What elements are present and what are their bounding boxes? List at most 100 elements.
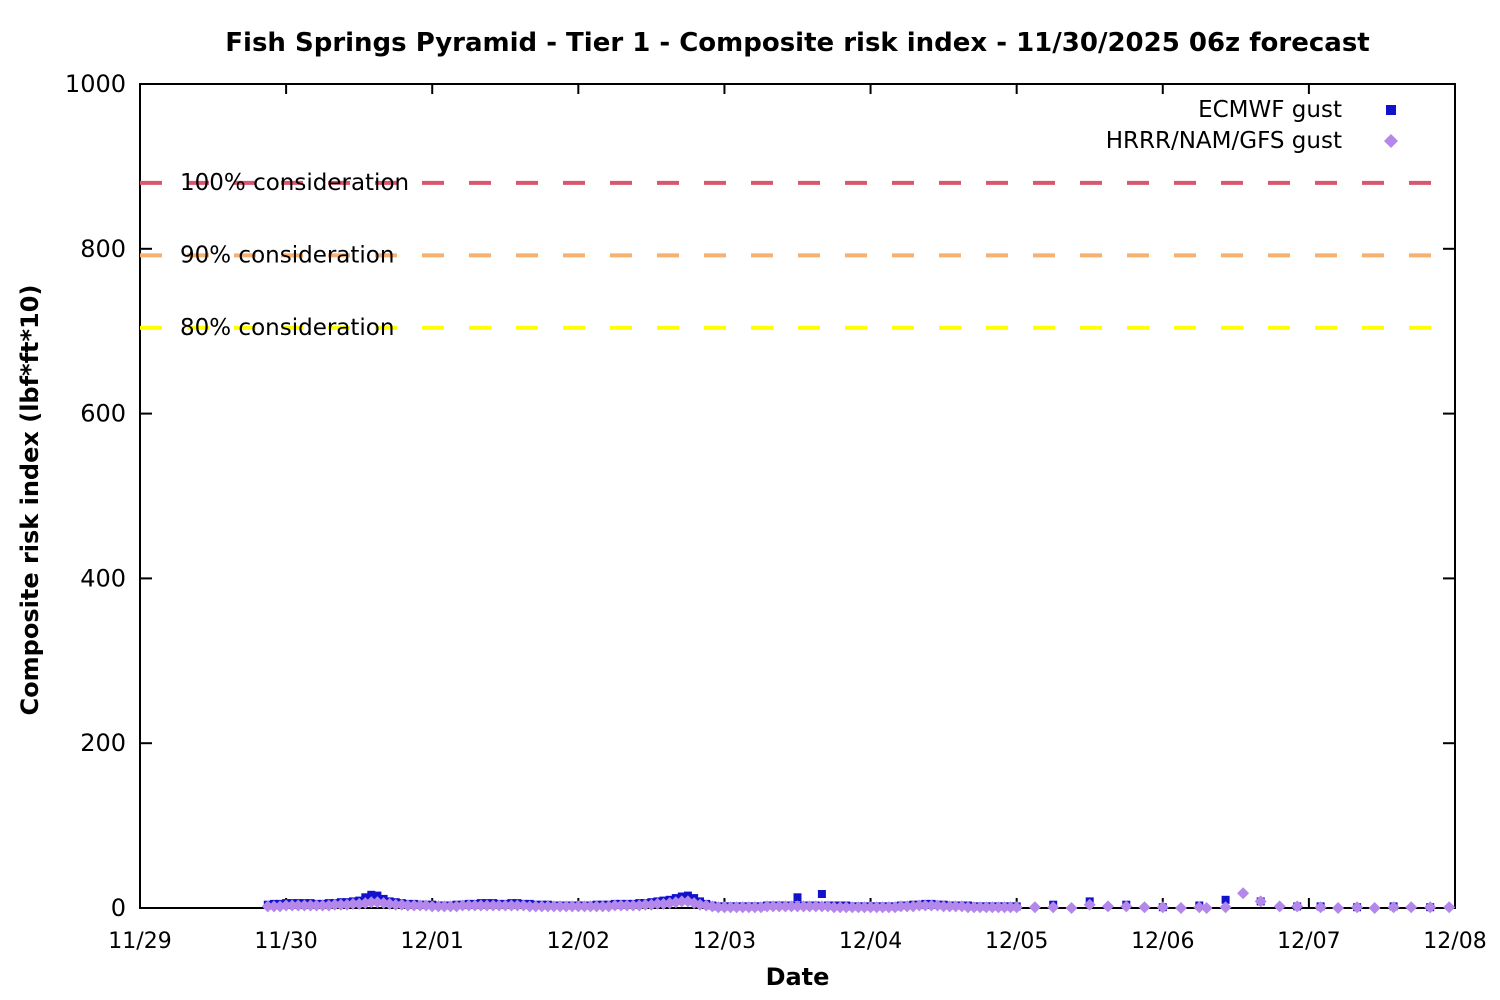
hrrr-point xyxy=(334,898,347,911)
hrrr-point xyxy=(347,897,359,910)
hrrr-point xyxy=(882,901,895,914)
hrrr-point xyxy=(913,899,926,912)
hrrr-point xyxy=(1237,887,1250,900)
x-tick-label: 11/30 xyxy=(254,929,317,954)
hrrr-point xyxy=(1332,902,1345,914)
hrrr-point xyxy=(773,900,786,913)
hrrr-point xyxy=(627,899,640,912)
hrrr-point xyxy=(280,899,293,912)
hrrr-point xyxy=(462,899,475,912)
hrrr-point xyxy=(481,899,493,912)
hrrr-point xyxy=(986,901,999,914)
hrrr-point xyxy=(408,899,420,912)
ecmwf-point xyxy=(817,890,826,898)
series-hrrr xyxy=(261,887,1456,914)
y-tick-label: 1000 xyxy=(65,70,126,98)
hrrr-point xyxy=(511,899,524,912)
y-tick-label: 600 xyxy=(80,400,126,428)
hrrr-point xyxy=(937,900,950,913)
hrrr-point xyxy=(876,901,889,914)
hrrr-point xyxy=(444,900,457,913)
hrrr-point xyxy=(499,899,512,912)
hrrr-point xyxy=(365,896,378,909)
hrrr-point xyxy=(389,898,402,911)
hrrr-point xyxy=(858,901,871,914)
hrrr-point xyxy=(1102,900,1114,913)
ecmwf-point xyxy=(1221,895,1230,904)
hrrr-point xyxy=(1219,901,1232,914)
hrrr-point xyxy=(718,901,731,914)
hrrr-point xyxy=(535,900,548,913)
hrrr-point xyxy=(846,901,859,914)
hrrr-point xyxy=(767,900,780,913)
hrrr-point xyxy=(426,900,439,913)
hrrr-point xyxy=(974,901,987,914)
x-axis-title: Date xyxy=(765,963,830,991)
legend-label: HRRR/NAM/GFS gust xyxy=(1106,128,1342,154)
hrrr-point xyxy=(1443,901,1456,914)
hrrr-point xyxy=(298,899,311,912)
hrrr-point xyxy=(584,900,597,913)
hrrr-point xyxy=(621,899,633,912)
hrrr-point xyxy=(639,898,652,911)
hrrr-point xyxy=(316,899,329,912)
hrrr-point xyxy=(474,899,487,912)
hrrr-point xyxy=(901,900,914,913)
hrrr-point xyxy=(1405,901,1418,914)
hrrr-point xyxy=(1120,900,1133,913)
hrrr-point xyxy=(310,899,323,912)
hrrr-point xyxy=(1351,901,1364,914)
x-tick-label: 12/07 xyxy=(1277,929,1340,954)
hrrr-point xyxy=(261,900,274,913)
x-tick-label: 12/06 xyxy=(1131,929,1194,954)
hrrr-point xyxy=(785,900,798,913)
hrrr-point xyxy=(590,900,603,913)
hrrr-point xyxy=(1138,901,1151,914)
hrrr-point xyxy=(675,895,688,908)
hrrr-point xyxy=(1254,895,1267,908)
threshold-label: 80% consideration xyxy=(180,315,394,341)
x-tick-label: 12/03 xyxy=(693,929,756,954)
x-tick-label: 12/02 xyxy=(547,929,610,954)
ecmwf-point xyxy=(367,890,376,899)
hrrr-point xyxy=(1193,901,1206,914)
y-tick-label: 200 xyxy=(80,729,126,757)
hrrr-point xyxy=(608,899,621,912)
threshold-lines: 100% consideration 90% consideration 80% c… xyxy=(140,170,1445,341)
hrrr-point xyxy=(328,898,341,911)
hrrr-point xyxy=(791,900,804,913)
hrrr-point xyxy=(828,901,840,914)
hrrr-point xyxy=(736,901,749,914)
hrrr-point xyxy=(949,900,962,913)
x-tick-label: 12/08 xyxy=(1423,929,1486,954)
hrrr-point xyxy=(1314,901,1327,914)
hrrr-point xyxy=(803,900,816,913)
hrrr-point xyxy=(748,901,761,914)
legend: ECMWF gust HRRR/NAM/GFS gust xyxy=(1106,97,1398,154)
hrrr-point xyxy=(864,901,877,914)
hrrr-point xyxy=(809,900,822,913)
hrrr-point xyxy=(547,900,560,913)
hrrr-point xyxy=(401,899,414,912)
hrrr-point xyxy=(968,901,980,914)
hrrr-point xyxy=(292,899,305,912)
y-tick-label: 0 xyxy=(111,894,126,922)
hrrr-point xyxy=(1083,898,1096,911)
threshold-label: 90% consideration xyxy=(180,242,394,268)
ecmwf-point xyxy=(793,893,802,902)
chart-title: Fish Springs Pyramid - Tier 1 - Composit… xyxy=(225,28,1370,58)
hrrr-point xyxy=(456,899,469,912)
x-tick-label: 12/05 xyxy=(985,929,1048,954)
y-tick-label: 400 xyxy=(80,564,126,592)
hrrr-point xyxy=(1387,901,1400,914)
hrrr-point xyxy=(730,901,743,914)
hrrr-point xyxy=(554,900,567,913)
x-tick-label: 12/01 xyxy=(401,929,464,954)
hrrr-point xyxy=(919,899,932,912)
hrrr-point xyxy=(1368,902,1381,914)
hrrr-point xyxy=(894,900,907,913)
hrrr-point xyxy=(992,901,1005,914)
hrrr-point xyxy=(1004,901,1017,914)
hrrr-point xyxy=(1010,901,1023,914)
